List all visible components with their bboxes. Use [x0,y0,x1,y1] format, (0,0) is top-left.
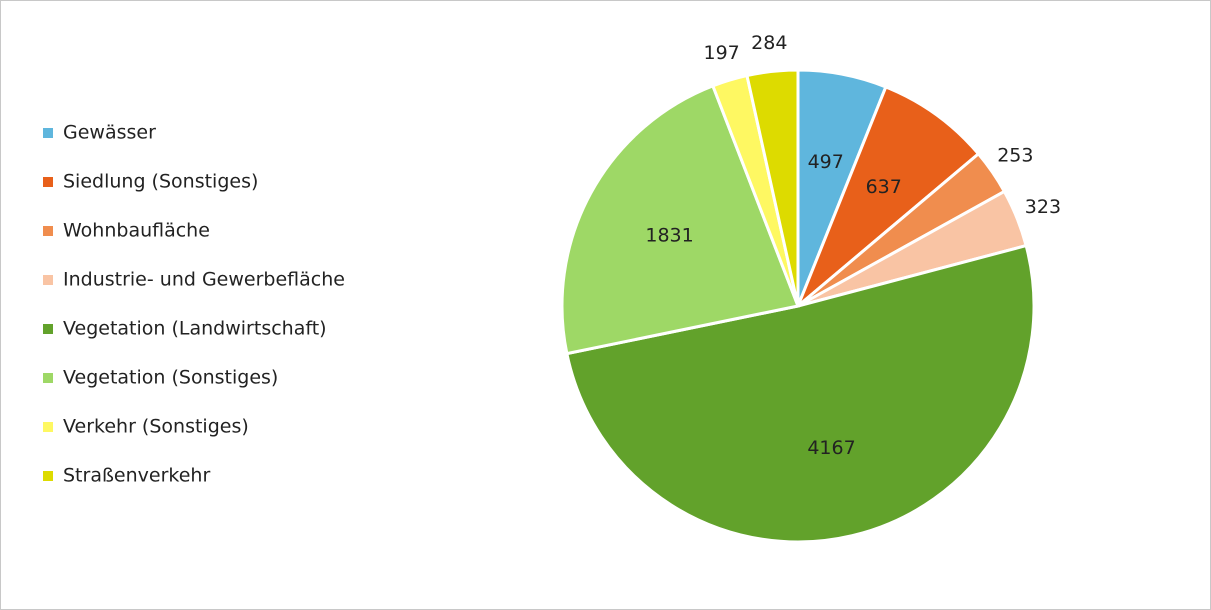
data-label: 323 [1025,196,1061,218]
legend-label: Siedlung (Sonstiges) [63,171,258,193]
legend-marker [43,226,53,236]
legend-label: Industrie- und Gewerbefläche [63,269,345,291]
pie-slice [560,83,801,356]
pie-slice [796,85,981,308]
data-label: 497 [808,151,844,173]
legend-marker [43,471,53,481]
data-label: 4167 [807,437,855,459]
pie-slice [565,243,1036,544]
data-label: 253 [997,145,1033,167]
data-label: 284 [751,32,787,54]
legend-label: Verkehr (Sonstiges) [63,416,249,438]
data-label: 197 [703,42,739,64]
legend-marker [43,275,53,285]
legend-label: Vegetation (Sonstiges) [63,367,278,389]
pie-slice [745,68,800,307]
legend-label: Vegetation (Landwirtschaft) [63,318,327,340]
legend-marker [43,373,53,383]
legend-label: Straßenverkehr [63,465,210,487]
legend-marker [43,128,53,138]
legend-marker [43,177,53,187]
legend-label: Wohnbaufläche [63,220,210,242]
legend-marker [43,422,53,432]
legend-label: Gewässer [63,122,156,144]
data-label: 1831 [645,224,693,246]
data-label: 637 [866,176,902,198]
legend-marker [43,324,53,334]
